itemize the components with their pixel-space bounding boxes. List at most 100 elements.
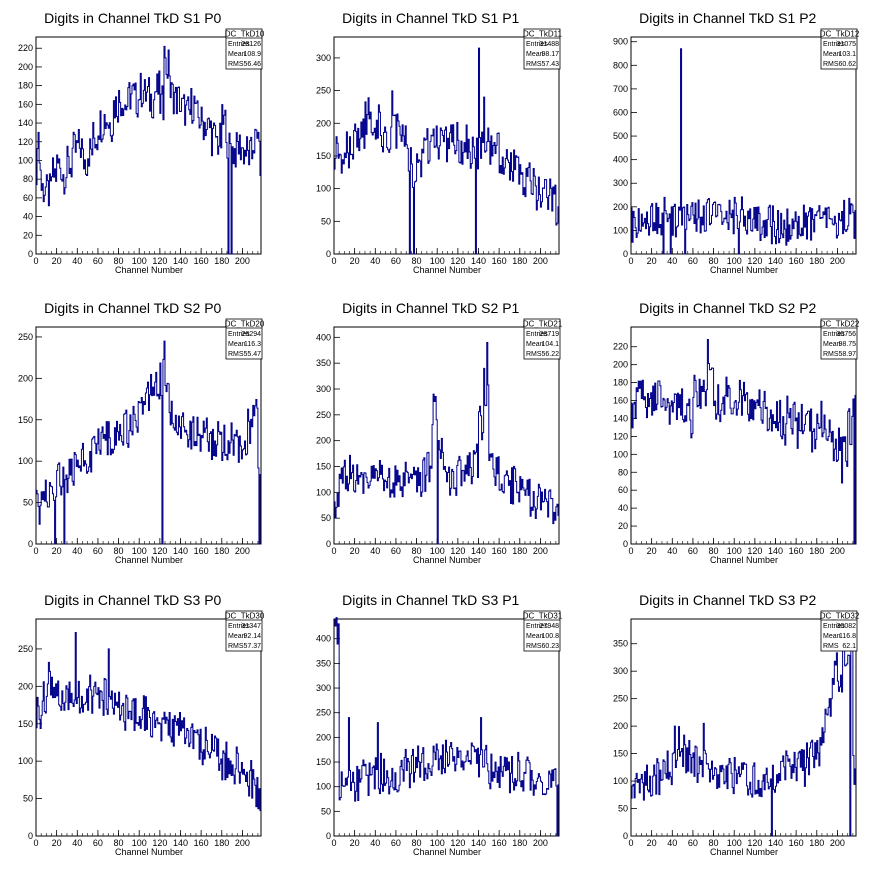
stats-label: Entries xyxy=(228,623,250,630)
x-tick-label: 0 xyxy=(628,546,633,556)
stats-label: RMS xyxy=(228,61,244,68)
chart-title: Digits in Channel TkD S1 P1 xyxy=(342,10,519,26)
x-tick-label: 40 xyxy=(72,546,82,556)
y-tick-label: 600 xyxy=(613,107,628,117)
y-tick-label: 0 xyxy=(326,249,331,259)
x-tick-label: 20 xyxy=(52,546,62,556)
y-tick-label: 700 xyxy=(613,84,628,94)
chart-title: Digits in Channel TkD S3 P1 xyxy=(342,592,519,608)
x-tick-label: 200 xyxy=(533,256,548,266)
y-tick-label: 150 xyxy=(316,757,331,767)
y-tick-label: 80 xyxy=(23,174,33,184)
stats-label: Mean xyxy=(823,51,841,58)
stats-value: 30756 xyxy=(837,331,857,338)
y-tick-label: 50 xyxy=(23,794,33,804)
y-tick-label: 160 xyxy=(613,396,628,406)
x-axis-label: Channel Number xyxy=(710,847,778,857)
x-tick-label: 20 xyxy=(52,838,62,848)
x-tick-label: 160 xyxy=(492,256,507,266)
y-tick-label: 0 xyxy=(623,539,628,549)
y-tick-label: 200 xyxy=(316,436,331,446)
x-tick-label: 140 xyxy=(173,838,188,848)
y-tick-label: 500 xyxy=(613,131,628,141)
stats-value: 55.47 xyxy=(243,351,261,358)
x-tick-label: 200 xyxy=(235,256,250,266)
x-tick-label: 160 xyxy=(194,256,209,266)
y-tick-label: 20 xyxy=(23,230,33,240)
histogram-panel: Digits in Channel TkD S2 P0 0 20 40 60 80 100 1… xyxy=(18,300,265,565)
x-tick-label: 100 xyxy=(430,546,445,556)
y-tick-label: 200 xyxy=(18,62,33,72)
histogram-panel: Digits in Channel TkD S1 P0 0 20 40 60 80 100 1… xyxy=(18,10,265,275)
x-tick-label: 40 xyxy=(370,256,380,266)
x-tick-label: 120 xyxy=(450,838,465,848)
x-tick-label: 200 xyxy=(533,838,548,848)
y-tick-label: 50 xyxy=(23,498,33,508)
y-tick-label: 100 xyxy=(18,456,33,466)
stats-value: 104.1 xyxy=(541,341,559,348)
x-tick-label: 60 xyxy=(688,256,698,266)
y-tick-label: 350 xyxy=(613,639,628,649)
x-tick-label: 120 xyxy=(747,256,762,266)
histogram-panel: Digits in Channel TkD S1 P2 0 20 40 60 80 100 1… xyxy=(613,10,860,275)
stats-value: 31488 xyxy=(540,41,560,48)
x-tick-label: 60 xyxy=(391,838,401,848)
x-tick-label: 20 xyxy=(647,838,657,848)
stats-value: 27948 xyxy=(540,623,560,630)
x-tick-label: 180 xyxy=(512,256,527,266)
y-tick-label: 120 xyxy=(18,137,33,147)
x-tick-label: 100 xyxy=(430,838,445,848)
y-tick-label: 400 xyxy=(613,155,628,165)
x-tick-label: 0 xyxy=(628,838,633,848)
x-tick-label: 180 xyxy=(512,838,527,848)
x-tick-label: 40 xyxy=(667,256,677,266)
x-tick-label: 160 xyxy=(789,838,804,848)
y-tick-label: 250 xyxy=(316,86,331,96)
x-tick-label: 0 xyxy=(33,546,38,556)
x-tick-label: 60 xyxy=(688,546,698,556)
stats-value: 58.97 xyxy=(838,351,856,358)
stats-frame xyxy=(820,318,858,360)
stats-name: DC_TkD10 xyxy=(225,30,265,39)
x-tick-label: 180 xyxy=(809,546,824,556)
x-tick-label: 0 xyxy=(628,256,633,266)
stats-frame xyxy=(225,610,263,652)
stats-value: 60.62 xyxy=(838,61,856,68)
y-tick-label: 0 xyxy=(28,249,33,259)
stats-value: 26294 xyxy=(242,331,262,338)
x-tick-label: 20 xyxy=(350,838,360,848)
y-tick-label: 400 xyxy=(316,634,331,644)
histogram-panel: Digits in Channel TkD S3 P2 0 20 40 60 80 100 1… xyxy=(613,592,860,857)
x-tick-label: 120 xyxy=(747,546,762,556)
plot-frame xyxy=(35,618,262,837)
x-tick-label: 0 xyxy=(331,256,336,266)
y-tick-label: 0 xyxy=(623,831,628,841)
x-tick-label: 160 xyxy=(789,256,804,266)
y-tick-label: 200 xyxy=(613,360,628,370)
plot-frame xyxy=(630,618,857,837)
x-tick-label: 100 xyxy=(132,546,147,556)
x-axis-label: Channel Number xyxy=(413,555,481,565)
x-tick-label: 80 xyxy=(709,546,719,556)
stats-label: Mean xyxy=(526,51,544,58)
y-tick-label: 140 xyxy=(613,413,628,423)
x-tick-label: 40 xyxy=(370,546,380,556)
x-tick-label: 20 xyxy=(52,256,62,266)
stats-frame xyxy=(820,28,858,70)
y-tick-label: 200 xyxy=(18,681,33,691)
stats-frame xyxy=(523,318,561,360)
x-tick-label: 0 xyxy=(331,838,336,848)
y-tick-label: 250 xyxy=(316,410,331,420)
y-tick-label: 220 xyxy=(613,342,628,352)
stats-frame xyxy=(523,610,561,652)
y-tick-label: 0 xyxy=(28,831,33,841)
y-tick-label: 20 xyxy=(618,521,628,531)
stats-value: 31347 xyxy=(242,623,262,630)
x-tick-label: 200 xyxy=(235,546,250,556)
x-tick-label: 100 xyxy=(727,838,742,848)
x-tick-label: 0 xyxy=(33,256,38,266)
x-tick-label: 120 xyxy=(152,546,167,556)
